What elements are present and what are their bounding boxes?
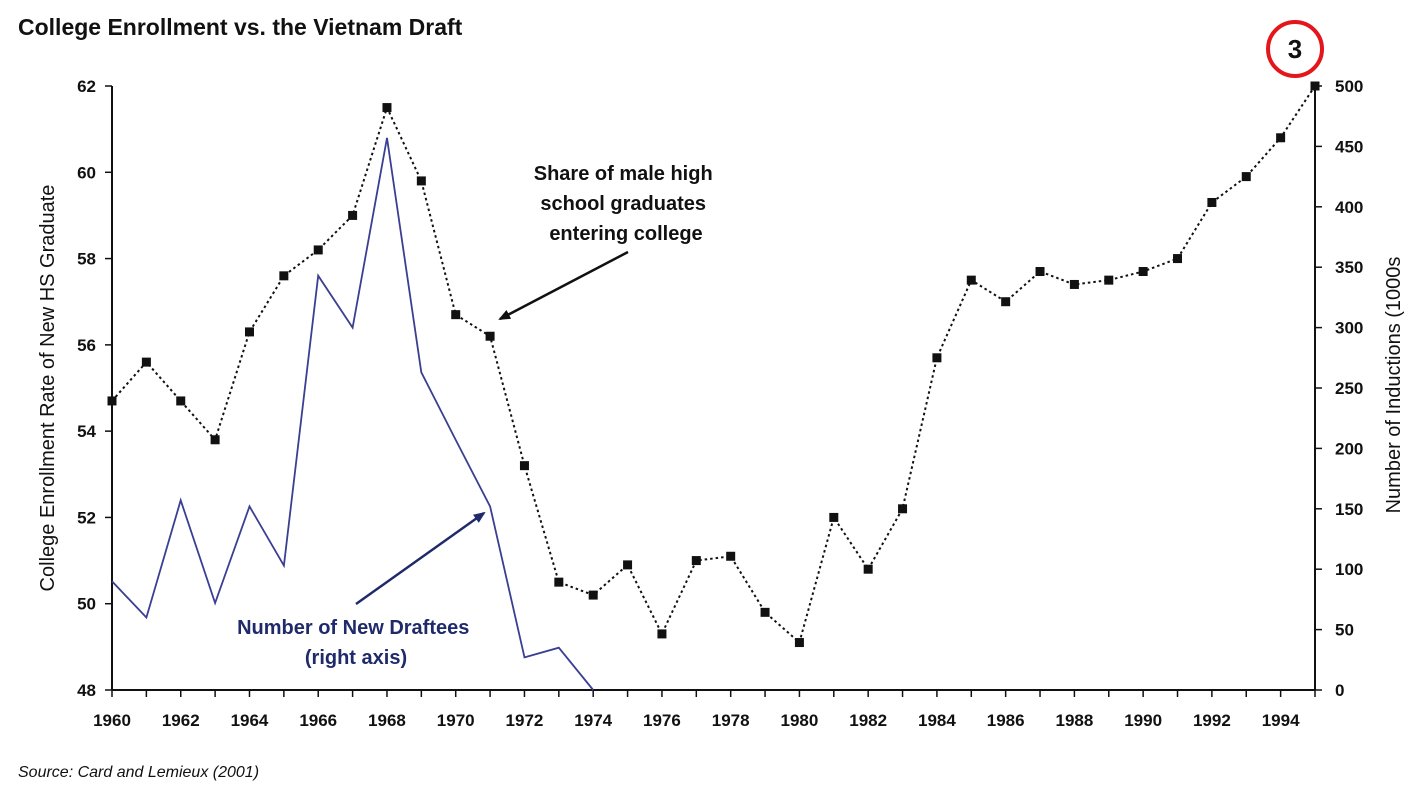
enrollment-point — [382, 103, 392, 113]
enrollment-point — [760, 607, 770, 617]
enrollment-point — [1276, 133, 1286, 143]
slide-number-badge: 3 — [1266, 20, 1324, 78]
x-tick-label: 1990 — [1124, 711, 1162, 730]
enrollment-point — [416, 176, 426, 186]
x-tick-label: 1974 — [574, 711, 612, 730]
enrollment-point — [691, 556, 701, 566]
x-tick-label: 1982 — [849, 711, 887, 730]
y-left-tick-label: 52 — [77, 508, 96, 527]
y-right-tick-label: 100 — [1335, 560, 1363, 579]
x-tick-label: 1970 — [437, 711, 475, 730]
source-note: Source: Card and Lemieux (2001) — [18, 764, 260, 781]
series-group — [107, 81, 1320, 691]
y-left-tick-label: 50 — [77, 595, 96, 614]
y-right-tick-label: 300 — [1335, 319, 1363, 338]
enrollment-point — [1173, 254, 1183, 264]
enrollment-point — [657, 629, 667, 639]
x-tick-label: 1972 — [506, 711, 544, 730]
y-left-axis-title: College Enrollment Rate of New HS Gradua… — [37, 185, 59, 592]
x-tick-label: 1994 — [1262, 711, 1300, 730]
y-right-tick-label: 350 — [1335, 258, 1363, 277]
enrollment-point — [726, 551, 736, 561]
enrollment-point — [451, 310, 461, 320]
axes-group: 1960 1962 1964 1966 1968 1970 1972 1974 1976 1978… — [37, 77, 1405, 730]
enrollment-point — [210, 435, 220, 445]
enrollment-annotation-line-2: school graduates — [540, 193, 706, 215]
x-tick-label: 1984 — [918, 711, 956, 730]
enrollment-point — [1138, 267, 1148, 277]
enrollment-point — [554, 577, 564, 587]
enrollment-series-line — [111, 85, 1316, 645]
y-left-tick-label: 54 — [77, 422, 96, 441]
y-right-tick-label: 400 — [1335, 198, 1363, 217]
x-tick-label: 1966 — [299, 711, 337, 730]
enrollment-point — [279, 271, 289, 281]
x-tick-label: 1980 — [781, 711, 819, 730]
enrollment-point — [176, 396, 186, 406]
enrollment-point — [588, 590, 598, 600]
y-right-tick-label: 200 — [1335, 439, 1363, 458]
enrollment-point — [1069, 279, 1079, 289]
draftees-annotation: Number of New Draftees (right axis) — [237, 617, 475, 669]
enrollment-point — [623, 560, 633, 570]
enrollment-point — [1241, 172, 1251, 182]
enrollment-point — [898, 504, 908, 514]
chart-title: College Enrollment vs. the Vietnam Draft — [18, 14, 463, 40]
x-tick-label: 1962 — [162, 711, 200, 730]
y-right-tick-label: 250 — [1335, 379, 1363, 398]
enrollment-point — [1310, 81, 1320, 91]
enrollment-point — [485, 331, 495, 341]
draftees-annotation-line-2: (right axis) — [305, 647, 407, 669]
enrollment-point — [863, 564, 873, 574]
enrollment-point — [244, 327, 254, 337]
enrollment-point — [1035, 267, 1045, 277]
y-right-tick-label: 450 — [1335, 137, 1363, 156]
x-tick-label: 1968 — [368, 711, 406, 730]
enrollment-point — [348, 210, 358, 220]
enrollment-annotation: Share of male high school graduates ente… — [534, 163, 719, 245]
enrollment-point — [1207, 197, 1217, 207]
draftees-annotation-arrow — [355, 511, 486, 606]
enrollment-point — [794, 638, 804, 648]
y-right-tick-label: 0 — [1335, 681, 1344, 700]
y-left-tick-label: 60 — [77, 163, 96, 182]
enrollment-point — [966, 275, 976, 285]
x-tick-label: 1964 — [231, 711, 269, 730]
enrollment-point — [313, 245, 323, 255]
x-tick-label: 1992 — [1193, 711, 1231, 730]
enrollment-annotation-line-3: entering college — [549, 223, 702, 245]
x-tick-label: 1978 — [712, 711, 750, 730]
x-tick-label: 1988 — [1055, 711, 1093, 730]
enrollment-point — [107, 396, 117, 406]
enrollment-point — [829, 512, 839, 522]
draftees-series-line — [111, 137, 594, 691]
x-tick-label: 1986 — [987, 711, 1025, 730]
enrollment-point — [932, 353, 942, 363]
y-left-tick-label: 62 — [77, 77, 96, 96]
annotations-group: Share of male high school graduates ente… — [237, 163, 719, 669]
x-tick-label: 1976 — [643, 711, 681, 730]
draftees-annotation-line-1: Number of New Draftees — [237, 617, 469, 639]
y-right-tick-label: 500 — [1335, 77, 1363, 96]
y-left-tick-label: 58 — [77, 250, 96, 269]
y-right-tick-label: 150 — [1335, 500, 1363, 519]
enrollment-annotation-arrow — [498, 250, 629, 321]
enrollment-point — [519, 461, 529, 471]
y-left-tick-label: 56 — [77, 336, 96, 355]
enrollment-point — [1104, 275, 1114, 285]
x-tick-label: 1960 — [93, 711, 131, 730]
enrollment-annotation-line-1: Share of male high — [534, 163, 713, 185]
y-right-tick-label: 50 — [1335, 621, 1354, 640]
y-left-tick-label: 48 — [77, 681, 96, 700]
enrollment-point — [141, 357, 151, 367]
y-right-axis-title: Number of Inductions (1000s — [1383, 257, 1405, 514]
enrollment-point — [1001, 297, 1011, 307]
